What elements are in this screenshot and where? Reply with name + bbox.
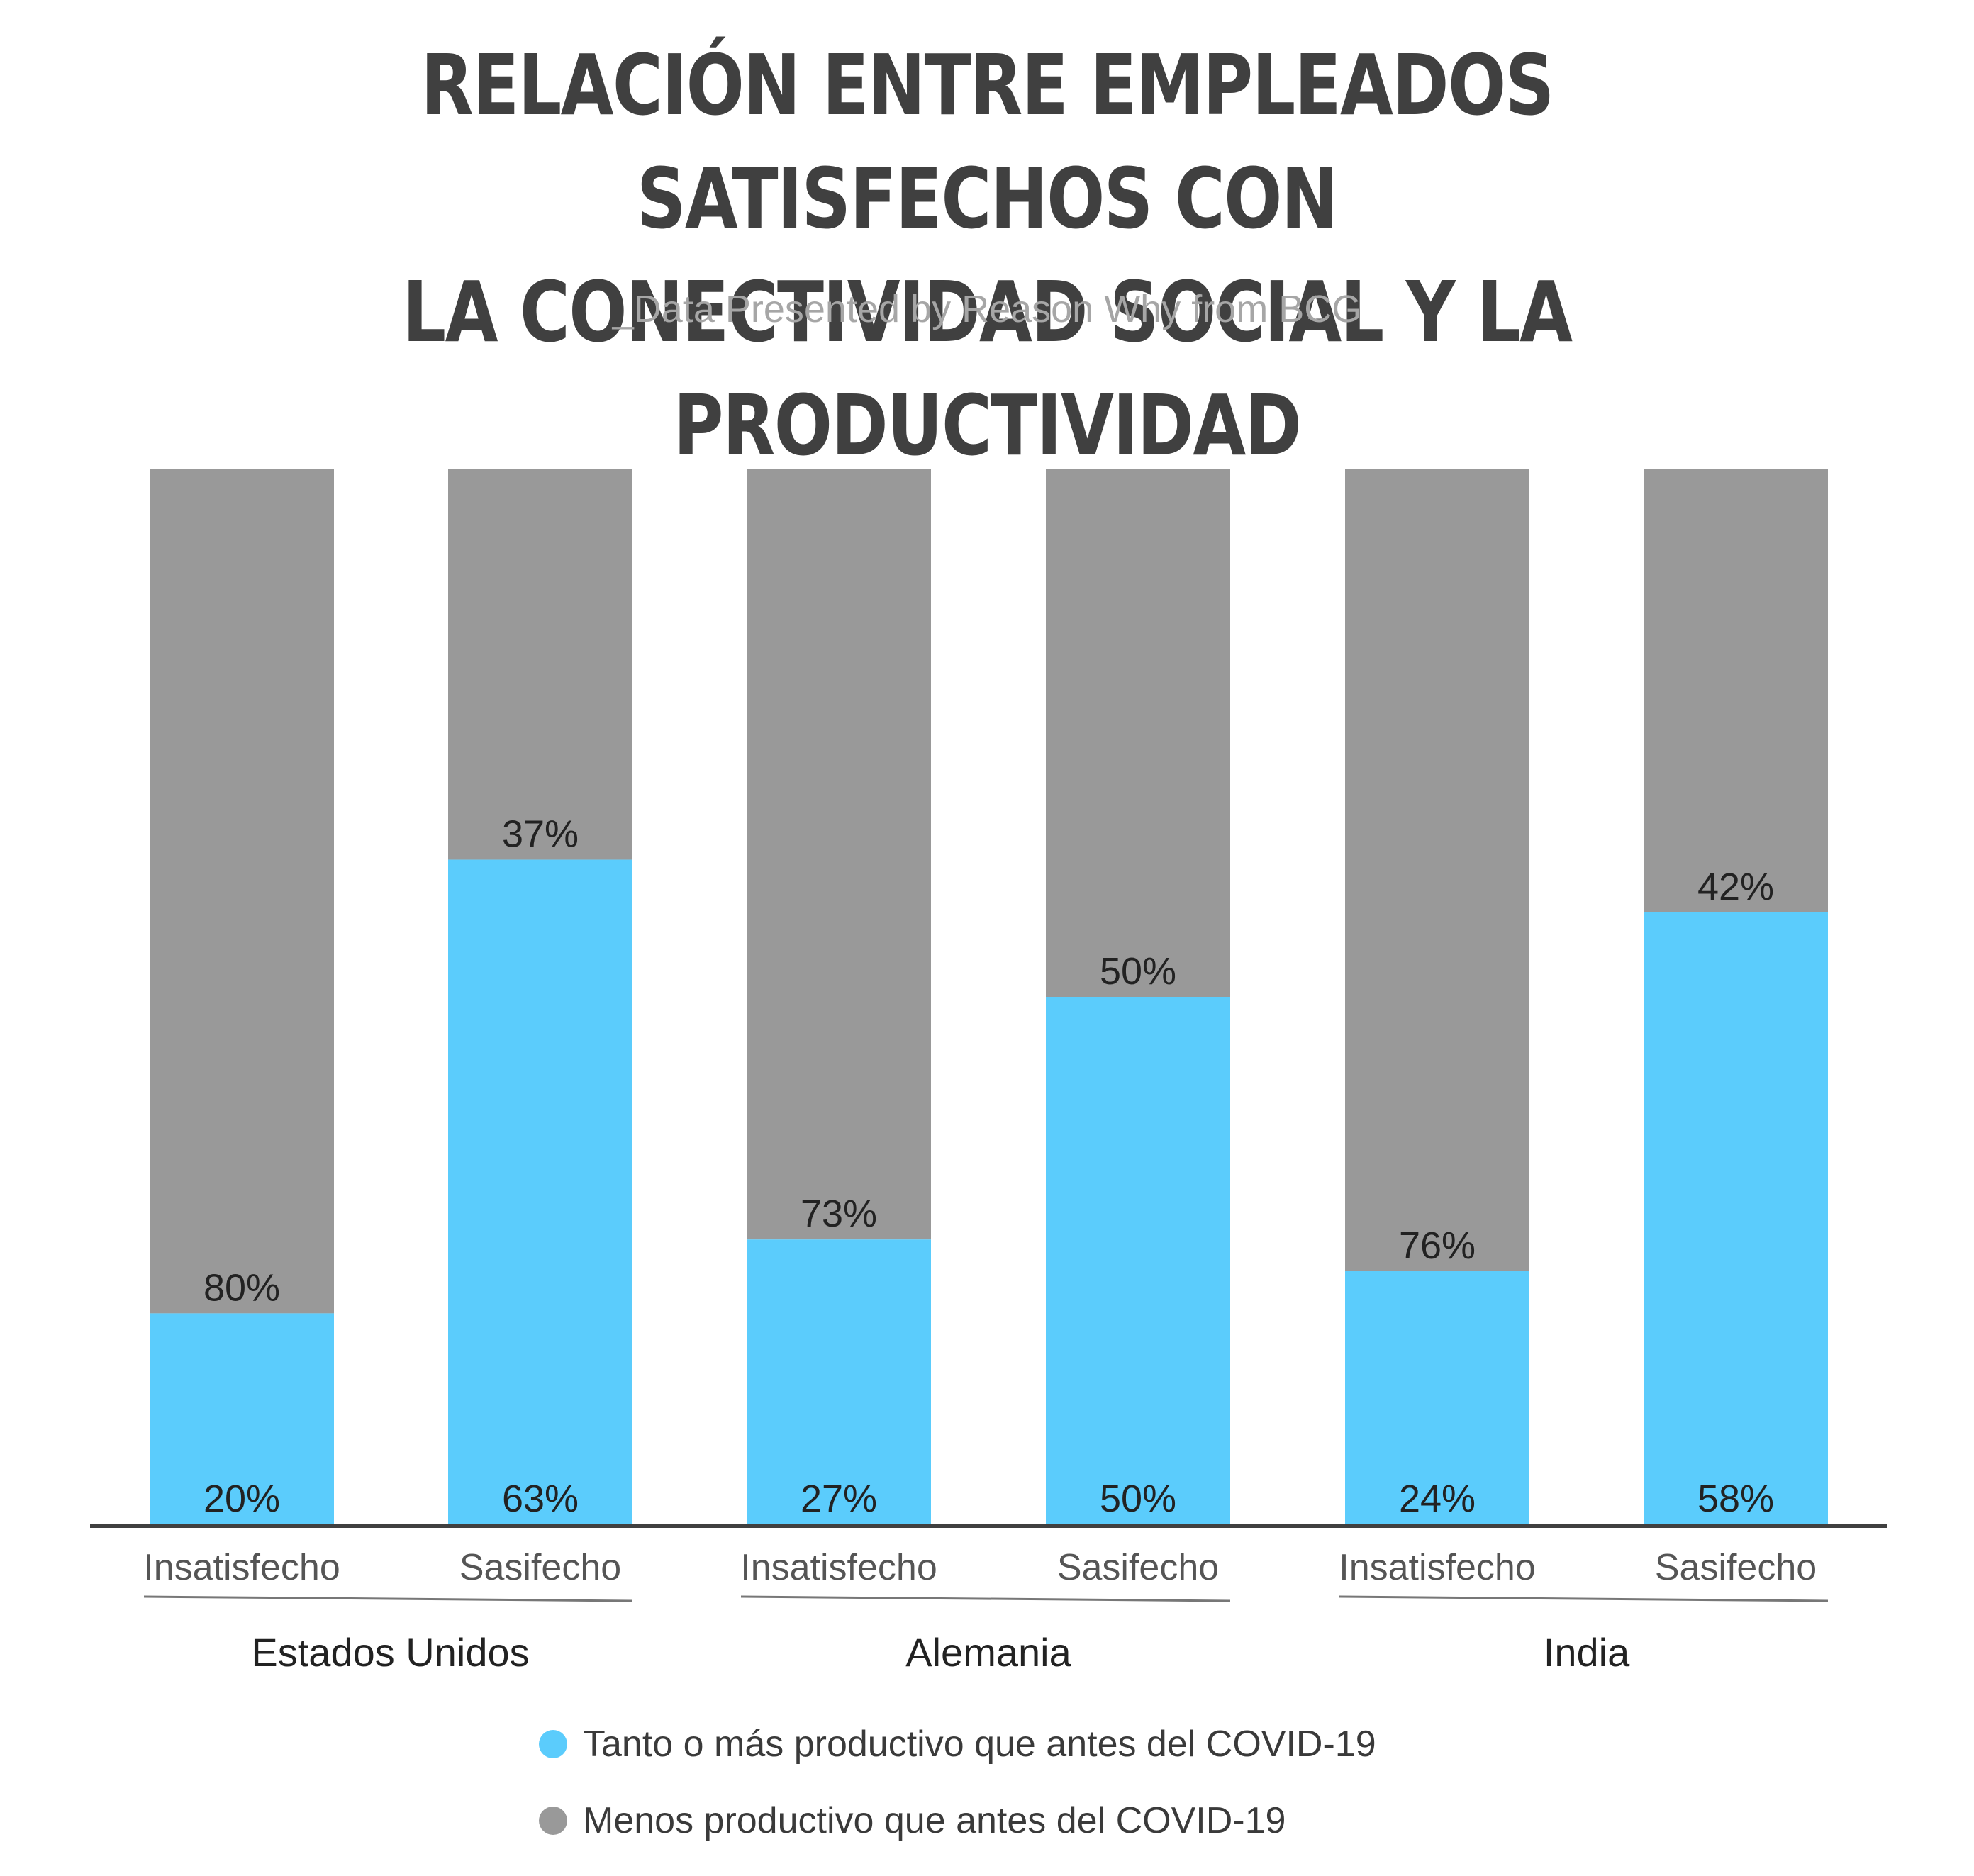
bar-productive-1 [448,859,632,1524]
legend: Tanto o más productivo que antes del COV… [539,1723,1376,1876]
group-label-1: Alemania [905,1630,1071,1675]
group-label-0: Estados Unidos [251,1630,529,1675]
category-label-0: Insatisfecho [143,1547,340,1588]
bar-productive-2 [747,1239,931,1524]
group-underline-2 [1339,1595,1829,1602]
legend-swatch-less-productive [539,1807,567,1835]
data-label-less-productive-4: 76% [1399,1224,1476,1267]
category-label-4: Insatisfecho [1339,1547,1536,1588]
chart-subtitle: _Data Presented by Reason Why from BCG [612,288,1362,330]
group-underline-1 [740,1595,1231,1602]
bar-less-productive-5 [1644,469,1828,912]
data-label-less-productive-0: 80% [203,1266,280,1309]
data-label-productive-5: 58% [1697,1478,1774,1520]
category-label-3: Sasifecho [1057,1547,1219,1588]
data-label-less-productive-2: 73% [801,1193,877,1235]
legend-item-less-productive: Menos productivo que antes del COVID-19 [539,1799,1376,1842]
legend-item-productive: Tanto o más productivo que antes del COV… [539,1723,1376,1765]
bar-productive-0 [150,1313,334,1524]
legend-label-productive: Tanto o más productivo que antes del COV… [583,1724,1376,1765]
bar-less-productive-2 [747,469,931,1240]
data-label-less-productive-1: 37% [502,813,579,856]
bar-productive-5 [1644,912,1828,1524]
category-label-5: Sasifecho [1655,1547,1817,1588]
data-label-productive-2: 27% [801,1478,877,1520]
chart-title-line-1: RELACIÓN ENTRE EMPLEADOS SATISFECHOS CON [420,36,1554,247]
legend-label-less-productive: Menos productivo que antes del COVID-19 [583,1800,1286,1841]
data-label-productive-3: 50% [1100,1478,1176,1520]
bar-less-productive-1 [448,469,632,860]
bar-less-productive-4 [1345,469,1529,1271]
data-label-productive-4: 24% [1399,1478,1476,1520]
group-label-2: India [1544,1630,1630,1675]
data-label-productive-1: 63% [502,1478,579,1520]
bar-productive-3 [1046,997,1230,1524]
group-underline-0 [143,1595,633,1602]
data-label-less-productive-5: 42% [1697,866,1774,908]
data-label-less-productive-3: 50% [1100,950,1176,993]
legend-swatch-productive [539,1730,567,1758]
data-label-productive-0: 20% [203,1478,280,1520]
bar-productive-4 [1345,1271,1529,1524]
chart-title: RELACIÓN ENTRE EMPLEADOS SATISFECHOS CON… [178,28,1797,482]
category-label-1: Sasifecho [459,1547,621,1588]
category-label-2: Insatisfecho [740,1547,937,1588]
bar-less-productive-3 [1046,469,1230,997]
bar-less-productive-0 [150,469,334,1314]
chart-title-line-2: LA CONECTIVIDAD SOCIAL Y LA PRODUCTIVIDA… [402,263,1573,474]
